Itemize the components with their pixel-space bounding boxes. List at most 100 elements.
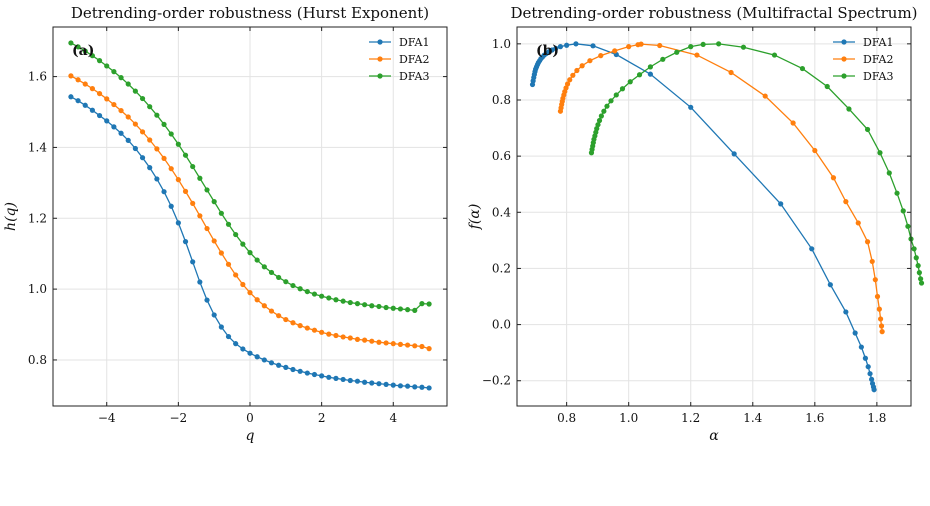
data-point [590, 43, 596, 49]
data-point [627, 79, 633, 85]
data-point [154, 112, 160, 118]
data-point [913, 255, 919, 261]
data-point [326, 295, 332, 301]
data-point [700, 41, 706, 48]
data-point [204, 297, 210, 303]
data-point [376, 381, 382, 387]
data-point [598, 53, 604, 59]
data-point [354, 336, 361, 343]
data-point [104, 96, 110, 102]
data-point [233, 272, 239, 278]
data-point [132, 121, 138, 127]
data-point [104, 63, 110, 69]
data-point [118, 130, 124, 136]
data-point [254, 354, 260, 360]
data-point [563, 85, 569, 91]
legend-label: DFA3 [863, 70, 893, 83]
data-point [311, 327, 318, 333]
data-point [886, 170, 892, 176]
data-point [405, 307, 411, 313]
data-point [354, 301, 361, 307]
data-point [247, 250, 253, 256]
data-point [89, 107, 95, 113]
data-point [567, 77, 573, 83]
data-point [852, 330, 858, 336]
data-point [918, 280, 925, 286]
data-point [858, 344, 864, 350]
data-point [865, 364, 871, 370]
data-point [626, 44, 632, 50]
data-point [311, 371, 318, 378]
data-point [595, 122, 601, 128]
data-point [918, 276, 924, 282]
data-point [362, 379, 368, 385]
data-point [362, 337, 368, 343]
data-point [161, 155, 167, 162]
data-point [75, 44, 81, 50]
data-point [197, 279, 203, 285]
legend-label: DFA3 [399, 70, 429, 83]
data-point [347, 299, 353, 306]
data-point [204, 187, 210, 193]
data-point [82, 102, 88, 108]
data-point [604, 103, 610, 109]
data-point [369, 338, 375, 344]
data-point [812, 147, 818, 154]
data-point [276, 313, 282, 319]
y-axis-label: h(q) [3, 202, 19, 231]
y-tick-label: 0.2 [492, 261, 511, 275]
data-point [147, 104, 153, 110]
data-point [132, 88, 138, 94]
data-point [354, 378, 361, 384]
y-tick-label: 1.4 [28, 140, 47, 154]
y-tick-label: 0.6 [492, 149, 511, 163]
data-point [864, 239, 871, 245]
x-axis-label: q [246, 428, 255, 444]
data-point [197, 213, 203, 219]
data-point [557, 44, 564, 50]
data-point [218, 324, 224, 330]
data-point [290, 282, 296, 289]
chart-title: Detrending-order robustness (Multifracta… [510, 4, 917, 22]
data-point [297, 368, 303, 374]
data-point [843, 309, 849, 315]
data-point [161, 189, 167, 195]
data-point [362, 302, 368, 308]
data-point [419, 301, 425, 307]
y-tick-label: 1.0 [28, 282, 47, 296]
data-point [598, 113, 604, 119]
data-point [190, 200, 196, 206]
data-point [876, 306, 882, 312]
data-point [579, 63, 585, 69]
data-point [211, 199, 217, 205]
data-point [197, 175, 203, 181]
data-point [161, 121, 167, 128]
data-point [175, 141, 181, 147]
data-point [647, 64, 654, 70]
data-point [111, 69, 117, 75]
data-point [297, 323, 303, 329]
data-point [638, 41, 644, 47]
data-point [182, 152, 189, 158]
x-tick-label: 1.2 [681, 411, 700, 425]
data-point [613, 92, 619, 98]
data-point [326, 374, 332, 380]
y-tick-label: 0.4 [492, 205, 511, 219]
data-point [340, 298, 346, 304]
data-point [254, 257, 260, 263]
data-point [154, 176, 160, 182]
y-axis-label: f(α) [467, 204, 483, 231]
data-point [283, 364, 289, 370]
x-tick-label: −2 [170, 411, 188, 425]
data-point [426, 385, 432, 391]
data-point [824, 83, 830, 90]
data-point [68, 40, 74, 46]
data-point [304, 325, 310, 331]
data-point [276, 362, 282, 368]
y-tick-label: 0.8 [492, 93, 511, 107]
data-point [405, 342, 411, 348]
x-tick-label: 1.4 [743, 411, 762, 425]
data-point [894, 190, 900, 196]
data-point [326, 331, 332, 337]
data-point [254, 297, 260, 303]
